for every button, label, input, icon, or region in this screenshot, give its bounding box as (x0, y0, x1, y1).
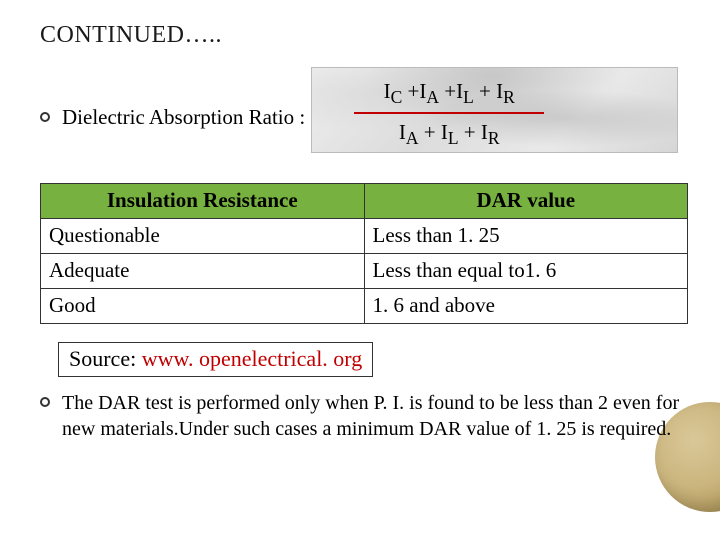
table-cell: Adequate (41, 254, 365, 288)
table-row: QuestionableLess than 1. 25 (41, 218, 687, 253)
slide-title: CONTINUED….. (40, 22, 688, 49)
fraction-wrap: IC +IA +IL + IR IA + IL + IR (315, 85, 688, 149)
table-cell: Less than 1. 25 (365, 219, 688, 253)
table-header: Insulation Resistance (41, 184, 365, 218)
table-row: AdequateLess than equal to1. 6 (41, 253, 687, 288)
table-cell: 1. 6 and above (365, 289, 688, 323)
fraction-denominator: IA + IL + IR (399, 120, 500, 149)
fraction-line (354, 112, 544, 114)
fraction: IC +IA +IL + IR IA + IL + IR (339, 79, 559, 149)
bullet-icon (40, 397, 50, 407)
bullet-icon (40, 112, 50, 122)
table-cell: Good (41, 289, 365, 323)
table-cell: Less than equal to1. 6 (365, 254, 688, 288)
table-header: DAR value (365, 184, 688, 218)
paragraph-text: The DAR test is performed only when P. I… (62, 391, 688, 442)
table-cell: Questionable (41, 219, 365, 253)
table-row: Good1. 6 and above (41, 288, 687, 323)
slide-content: CONTINUED….. Dielectric Absorption Ratio… (0, 0, 720, 540)
dar-table: Insulation ResistanceDAR valueQuestionab… (40, 183, 688, 324)
source-box: Source: www. openelectrical. org (58, 342, 373, 377)
title-cap: C (40, 22, 57, 48)
ratio-label: Dielectric Absorption Ratio : (62, 105, 305, 130)
ratio-row: Dielectric Absorption Ratio : IC +IA +IL… (40, 85, 688, 149)
title-rest: ONTINUED….. (57, 22, 222, 48)
paragraph-row: The DAR test is performed only when P. I… (40, 391, 688, 442)
source-prefix: Source: (69, 346, 142, 371)
fraction-numerator: IC +IA +IL + IR (384, 79, 515, 108)
source-link: www. openelectrical. org (142, 346, 363, 371)
